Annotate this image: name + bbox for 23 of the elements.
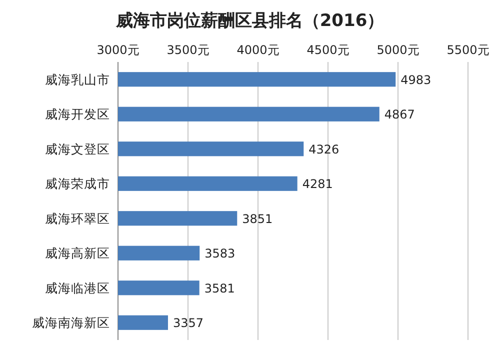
data-label: 3357 — [172, 316, 204, 330]
x-tick-label: 5500元 — [446, 43, 490, 57]
x-tick-label: 4000元 — [236, 43, 280, 57]
x-tick-label: 3000元 — [96, 43, 140, 57]
y-tick-label: 威海临港区 — [45, 280, 110, 296]
chart-title: 威海市岗位薪酬区县排名（2016） — [114, 11, 384, 31]
data-label: 4867 — [384, 108, 415, 122]
x-tick-label: 3500元 — [166, 43, 210, 57]
y-tick-label: 威海高新区 — [45, 246, 110, 261]
data-label: 3583 — [204, 246, 236, 261]
data-label: 4281 — [302, 177, 333, 192]
data-label: 4983 — [400, 72, 432, 87]
y-tick-label: 威海开发区 — [45, 106, 110, 122]
y-tick-label: 威海环翠区 — [45, 210, 110, 226]
y-tick-label: 威海荣成市 — [45, 176, 110, 192]
y-tick-label: 威海文登区 — [45, 141, 110, 156]
data-label: 3851 — [242, 212, 273, 226]
x-tick-label: 4500元 — [306, 43, 350, 57]
data-label: 4326 — [308, 142, 340, 156]
y-tick-label: 威海南海新区 — [32, 315, 110, 330]
x-tick-label: 5000元 — [376, 43, 420, 57]
data-label: 3581 — [204, 281, 235, 296]
y-tick-label: 威海乳山市 — [45, 72, 110, 87]
